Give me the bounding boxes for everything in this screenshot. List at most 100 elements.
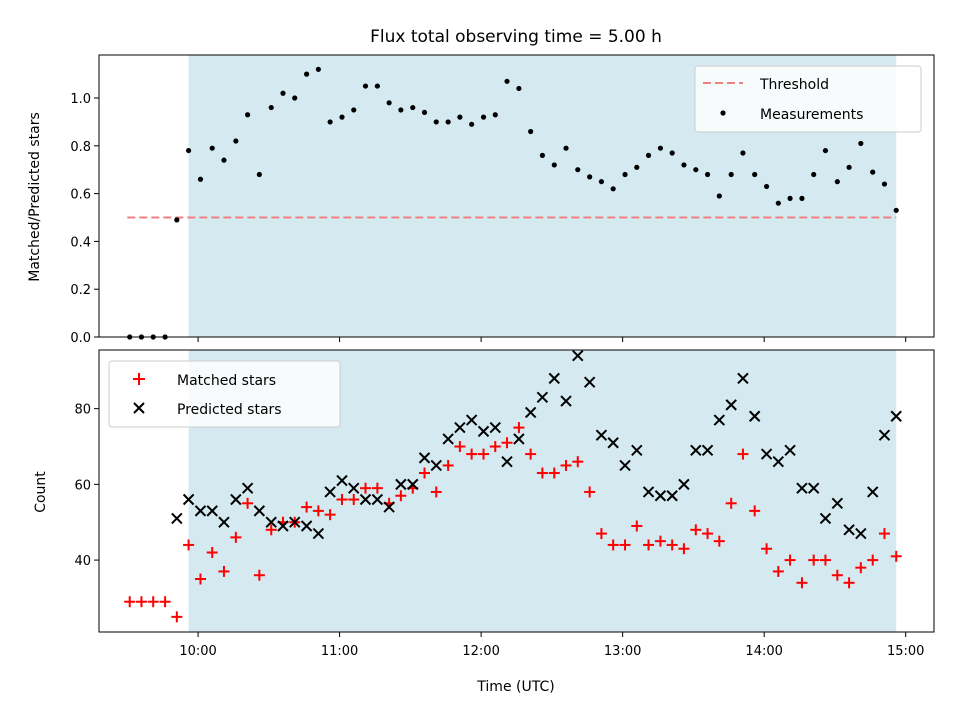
- matched-stars-point: [419, 467, 431, 479]
- predicted-stars-point: [560, 395, 572, 407]
- matched-stars-point: [737, 448, 749, 460]
- measurements-point: [563, 145, 569, 151]
- matched-stars-point: [336, 494, 348, 506]
- predicted-stars-point: [171, 512, 183, 525]
- predicted-stars-point: [843, 524, 855, 536]
- measurements-point: [362, 83, 369, 89]
- matched-stars-point: [359, 482, 371, 494]
- matched-stars-point: [713, 535, 725, 547]
- predicted-stars-point: [442, 433, 454, 445]
- measurements-point: [209, 145, 215, 151]
- measurements-point: [575, 167, 581, 173]
- predicted-stars-point: [383, 501, 395, 513]
- measurements-point: [681, 162, 687, 168]
- y-tick-label: 1.0: [70, 92, 91, 107]
- matched-stars-point: [761, 543, 773, 555]
- x-tick-label: 11:00: [321, 644, 358, 659]
- predicted-stars-point: [796, 482, 808, 494]
- matched-stars-point: [147, 596, 159, 608]
- measurements-point: [374, 83, 380, 89]
- matched-stars-point: [666, 539, 678, 551]
- measurements-point: [881, 181, 888, 187]
- measurements-point: [645, 152, 652, 158]
- matched-stars-point: [324, 509, 336, 521]
- count-panel: Count Time (UTC) 40 60 80 10:00 11:00 12:00 13…: [33, 349, 935, 695]
- measurements-point: [304, 71, 310, 77]
- matched-stars-point: [171, 611, 183, 623]
- predicted-stars-point: [642, 486, 655, 498]
- measurements-point: [811, 171, 817, 178]
- predicted-stars-point: [725, 399, 737, 411]
- matched-stars-point: [855, 562, 867, 574]
- measurements-point: [704, 171, 711, 178]
- predicted-stars-point: [619, 459, 631, 472]
- matched-stars-point: [536, 467, 548, 479]
- matched-stars-point: [442, 459, 454, 471]
- measurements-point: [221, 157, 227, 163]
- predicted-stars-point: [690, 444, 702, 457]
- predicted-stars-point: [265, 516, 277, 528]
- measurements-point: [245, 112, 251, 118]
- predicted-stars-point: [855, 527, 867, 540]
- predicted-legend-label: Predicted stars: [177, 402, 282, 418]
- measurements-point: [775, 200, 781, 206]
- measurements-point: [339, 114, 345, 120]
- x-tick-label: 15:00: [887, 644, 924, 659]
- matched-stars-point: [560, 459, 572, 471]
- matched-legend-swatch: [133, 373, 145, 385]
- measurements-point: [846, 164, 852, 170]
- y-tick-label: 40: [74, 554, 91, 569]
- measurements-point: [280, 90, 286, 96]
- measurements-point: [315, 66, 321, 72]
- predicted-stars-point: [572, 349, 584, 362]
- measurements-point: [716, 193, 722, 199]
- predicted-stars-point: [666, 490, 678, 502]
- matched-stars-point: [194, 573, 206, 585]
- matched-stars-point: [301, 501, 313, 513]
- y-tick-label: 0.6: [70, 188, 91, 203]
- measurements-point: [410, 104, 416, 111]
- predicted-stars-point: [324, 486, 336, 498]
- predicted-stars-point: [595, 429, 608, 441]
- measurements-point: [752, 171, 758, 178]
- matched-stars-point: [631, 520, 643, 532]
- matched-stars-point: [643, 539, 655, 551]
- predicted-stars-point: [784, 444, 796, 457]
- measurements-point: [834, 179, 840, 185]
- ratio-legend: Threshold Measurements: [694, 65, 922, 133]
- threshold-legend-label: Threshold: [759, 77, 829, 93]
- predicted-stars-point: [878, 429, 891, 441]
- predicted-stars-point: [253, 505, 266, 517]
- count-plot-area: 40 60 80 10:00 11:00 12:00 13:00 14:00 15:00: [74, 349, 935, 659]
- predicted-stars-point: [501, 455, 513, 468]
- predicted-stars-point: [654, 490, 667, 502]
- matched-stars-point: [371, 482, 383, 494]
- matched-stars-point: [430, 486, 442, 498]
- predicted-stars-point: [536, 391, 549, 404]
- matched-stars-point: [831, 569, 843, 581]
- matched-stars-point: [525, 448, 537, 460]
- matched-stars-point: [619, 539, 631, 551]
- matched-stars-point: [796, 577, 808, 589]
- matched-stars-point: [135, 596, 147, 608]
- predicted-stars-point: [831, 497, 844, 510]
- measurements-point: [539, 152, 545, 158]
- count-legend-box: [108, 360, 341, 428]
- measurements-point: [480, 114, 487, 120]
- y-tick-label: 60: [74, 478, 91, 493]
- matched-stars-point: [702, 528, 714, 540]
- measurements-point: [893, 207, 899, 213]
- y-tick-label: 0.8: [70, 140, 91, 155]
- matched-stars-point: [572, 456, 584, 468]
- measurements-point: [870, 169, 876, 175]
- plot-frame: [98, 54, 935, 338]
- measurements-point: [669, 150, 675, 156]
- predicted-stars-point: [348, 482, 360, 494]
- measurements-point: [292, 95, 298, 101]
- measurements-point: [551, 162, 557, 168]
- x-tick-label: 14:00: [745, 644, 782, 659]
- matched-stars-point: [230, 531, 242, 543]
- predicted-stars-point: [371, 493, 384, 506]
- predicted-stars-point: [194, 505, 207, 517]
